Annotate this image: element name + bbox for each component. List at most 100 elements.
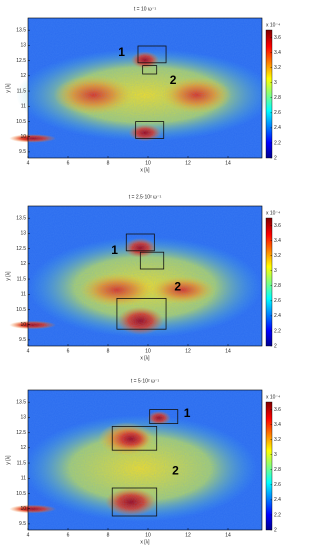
x-axis-label: x [λ]	[140, 167, 150, 173]
x-tick-label: 6	[67, 160, 70, 166]
highlight-box	[137, 45, 167, 64]
colorbar-tick-label: 3	[274, 452, 277, 458]
highlight-box	[135, 121, 165, 139]
colorbar-tick-label: 2.2	[274, 512, 281, 518]
y-tick-label: 13.5	[16, 216, 26, 222]
colorbar-tick-label: 2.6	[274, 110, 281, 116]
colorbar	[265, 217, 273, 347]
colorbar-tick-label: 3.4	[274, 50, 281, 56]
colorbar-tick-label: 3.6	[274, 223, 281, 229]
y-tick-label: 11.5	[17, 88, 27, 94]
y-tick-label: 10.5	[16, 119, 26, 125]
colorbar-tick-label: 3.2	[274, 65, 281, 71]
x-tick-label: 4	[27, 348, 30, 354]
axes-frame	[27, 17, 263, 159]
x-tick-label: 14	[225, 532, 231, 538]
colorbar-tick-label: 3.6	[274, 407, 281, 413]
y-tick-label: 10	[20, 322, 26, 328]
y-tick-label: 13	[20, 415, 26, 421]
colorbar-tick-label: 2.8	[274, 283, 281, 289]
annotation: 1	[118, 45, 125, 59]
x-tick-label: 6	[67, 348, 70, 354]
y-tick-label: 12.5	[16, 58, 26, 64]
colorbar-tick-label: 3.4	[274, 422, 281, 428]
colorbar-tick-label: 2.4	[274, 313, 281, 319]
x-axis-label: x [λ]	[140, 355, 150, 361]
x-axis-label: x [λ]	[140, 539, 150, 545]
colorbar-tick-label: 3.2	[274, 437, 281, 443]
heatmap-noise	[28, 390, 262, 530]
colorbar-tick-label: 2	[274, 527, 277, 533]
y-tick-label: 9.5	[19, 149, 26, 155]
annotation: 1	[184, 406, 191, 420]
annotation: 2	[170, 73, 177, 87]
colorbar-tick-label: 2.4	[274, 497, 281, 503]
x-tick-label: 6	[67, 532, 70, 538]
highlight-box	[142, 65, 158, 75]
y-tick-label: 12	[20, 73, 26, 79]
x-tick-label: 10	[145, 532, 151, 538]
y-tick-label: 13.5	[16, 28, 26, 34]
y-axis-label: y [λ]	[5, 271, 11, 281]
colorbar-exponent: x 10⁻⁴	[266, 22, 280, 28]
y-tick-label: 11	[21, 104, 26, 110]
colorbar-tick-label: 2	[274, 155, 277, 161]
x-tick-label: 12	[185, 532, 191, 538]
y-tick-label: 11.5	[17, 276, 27, 282]
x-tick-label: 14	[225, 348, 231, 354]
annotation: 2	[172, 463, 179, 477]
y-axis-label: y [λ]	[5, 455, 11, 465]
y-tick-label: 13.5	[16, 400, 26, 406]
y-tick-label: 11	[21, 292, 26, 298]
colorbar-tick-label: 3	[274, 268, 277, 274]
y-tick-label: 10.5	[16, 307, 26, 313]
colorbar-tick-label: 2.4	[274, 125, 281, 131]
y-tick-label: 9.5	[19, 337, 26, 343]
y-tick-label: 12	[20, 445, 26, 451]
colorbar-tick-label: 3.2	[274, 253, 281, 259]
x-tick-label: 8	[107, 532, 110, 538]
annotation: 2	[174, 279, 181, 293]
axes-frame	[27, 389, 263, 531]
highlight-box	[125, 233, 155, 252]
y-tick-label: 12	[20, 261, 26, 267]
colorbar-tick-label: 2.6	[274, 482, 281, 488]
y-tick-label: 12.5	[16, 430, 26, 436]
y-tick-label: 13	[20, 43, 26, 49]
x-tick-label: 4	[27, 532, 30, 538]
colorbar-tick-label: 2.2	[274, 140, 281, 146]
panel-title: t = 10 ω⁻¹	[134, 6, 157, 12]
axes-frame	[27, 205, 263, 347]
y-tick-label: 12.5	[16, 246, 26, 252]
y-tick-label: 10.5	[16, 491, 26, 497]
colorbar-exponent: x 10⁻⁴	[266, 394, 280, 400]
colorbar	[265, 401, 273, 531]
heatmap-noise	[28, 18, 262, 158]
colorbar-tick-label: 2.8	[274, 467, 281, 473]
x-tick-label: 12	[185, 160, 191, 166]
x-tick-label: 10	[145, 160, 151, 166]
colorbar-tick-label: 3.4	[274, 238, 281, 244]
heatmap-noise	[28, 206, 262, 346]
y-tick-label: 13	[20, 231, 26, 237]
highlight-box	[111, 425, 158, 451]
colorbar-tick-label: 3.6	[274, 35, 281, 41]
colorbar-tick-label: 2.6	[274, 298, 281, 304]
panel-title: t = 5·10² ω⁻¹	[131, 378, 160, 384]
y-tick-label: 10	[20, 506, 26, 512]
x-tick-label: 8	[107, 348, 110, 354]
colorbar-tick-label: 2	[274, 343, 277, 349]
y-tick-label: 11.5	[17, 460, 27, 466]
highlight-box	[149, 409, 179, 425]
x-tick-label: 4	[27, 160, 30, 166]
highlight-box	[111, 487, 158, 517]
colorbar-exponent: x 10⁻⁴	[266, 210, 280, 216]
y-axis-label: y [λ]	[5, 83, 11, 93]
highlight-box	[139, 251, 165, 270]
y-tick-label: 10	[20, 134, 26, 140]
x-tick-label: 10	[145, 348, 151, 354]
